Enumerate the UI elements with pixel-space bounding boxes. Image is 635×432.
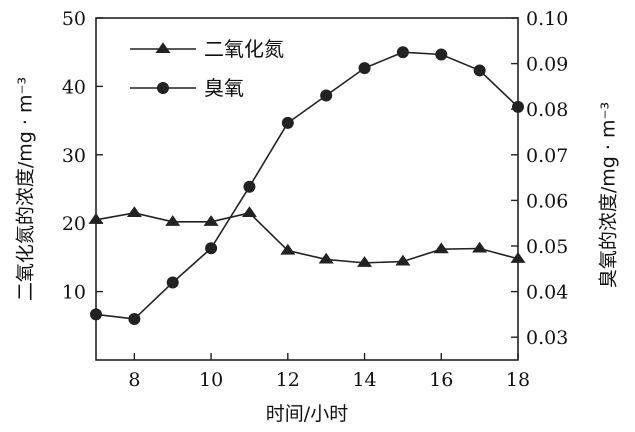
- right-y-tick-label: 0.05: [526, 236, 568, 258]
- series-line: [95, 212, 519, 264]
- data-point-triangle: [88, 213, 104, 224]
- axes: [95, 17, 519, 361]
- left-y-tick-label: 50: [62, 8, 86, 30]
- data-point-triangle: [280, 243, 296, 255]
- data-point-circle: [396, 46, 409, 59]
- data-point-circle: [473, 64, 486, 77]
- left-y-tick-label: 20: [62, 213, 86, 235]
- left-y-tick-label: 30: [62, 145, 86, 167]
- data-point-triangle: [510, 252, 526, 263]
- right-y-tick-label: 0.09: [526, 54, 568, 76]
- data-point-circle: [166, 276, 179, 289]
- series-triangle: [88, 206, 526, 267]
- data-point-triangle: [241, 206, 257, 217]
- data-point-triangle: [203, 215, 219, 226]
- left-y-axis-title: 二氧化氮的浓度/mg · m⁻³: [15, 77, 37, 301]
- legend-marker-triangle: [155, 42, 171, 54]
- legend-label: 二氧化氮: [204, 37, 284, 61]
- right-y-tick-label: 0.08: [526, 99, 568, 121]
- right-y-tick-label: 0.06: [526, 190, 568, 212]
- legend-item: 二氧化氮: [130, 37, 284, 61]
- ticks: 8 10 12 14 16 18 10 20 30 40 50 0.03 0.04 0.05 0.06 0.0…: [62, 8, 569, 391]
- data-point-circle: [128, 312, 141, 325]
- series-layer: [88, 46, 526, 325]
- left-y-tick-label: 10: [62, 282, 86, 304]
- data-point-circle: [320, 89, 333, 102]
- data-point-circle: [358, 62, 371, 75]
- legend-item: 臭氧: [130, 76, 244, 100]
- data-point-triangle: [357, 256, 373, 267]
- data-point-circle: [205, 242, 218, 255]
- x-tick-label: 10: [199, 369, 223, 391]
- right-y-tick-label: 0.03: [526, 327, 568, 349]
- x-axis-title: 时间/小时: [266, 403, 348, 425]
- x-tick-label: 18: [506, 369, 530, 391]
- x-tick-label: 16: [429, 369, 453, 391]
- left-y-tick-label: 40: [62, 76, 86, 98]
- data-point-circle: [281, 116, 294, 129]
- series-line: [95, 51, 519, 320]
- data-point-circle: [243, 180, 256, 193]
- data-point-circle: [435, 48, 448, 61]
- x-tick-label: 12: [276, 369, 300, 391]
- right-y-tick-label: 0.07: [526, 145, 568, 167]
- right-y-axis-title: 臭氧的浓度/mg · m⁻³: [598, 102, 620, 288]
- plot-frame: [95, 17, 519, 361]
- legend-label: 臭氧: [204, 76, 244, 100]
- data-point-circle: [512, 100, 524, 113]
- x-tick-label: 14: [352, 369, 376, 391]
- data-point-triangle: [433, 242, 449, 254]
- right-y-tick-label: 0.04: [526, 282, 568, 304]
- data-point-triangle: [472, 241, 488, 253]
- data-point-triangle: [318, 252, 334, 264]
- data-point-triangle: [126, 206, 142, 217]
- data-point-triangle: [395, 254, 411, 266]
- x-tick-label: 8: [128, 369, 140, 391]
- series-circle: [90, 46, 524, 325]
- legend-marker-circle: [157, 82, 169, 94]
- data-point-triangle: [165, 215, 181, 226]
- data-point-circle: [90, 308, 102, 321]
- right-y-tick-label: 0.10: [526, 8, 568, 30]
